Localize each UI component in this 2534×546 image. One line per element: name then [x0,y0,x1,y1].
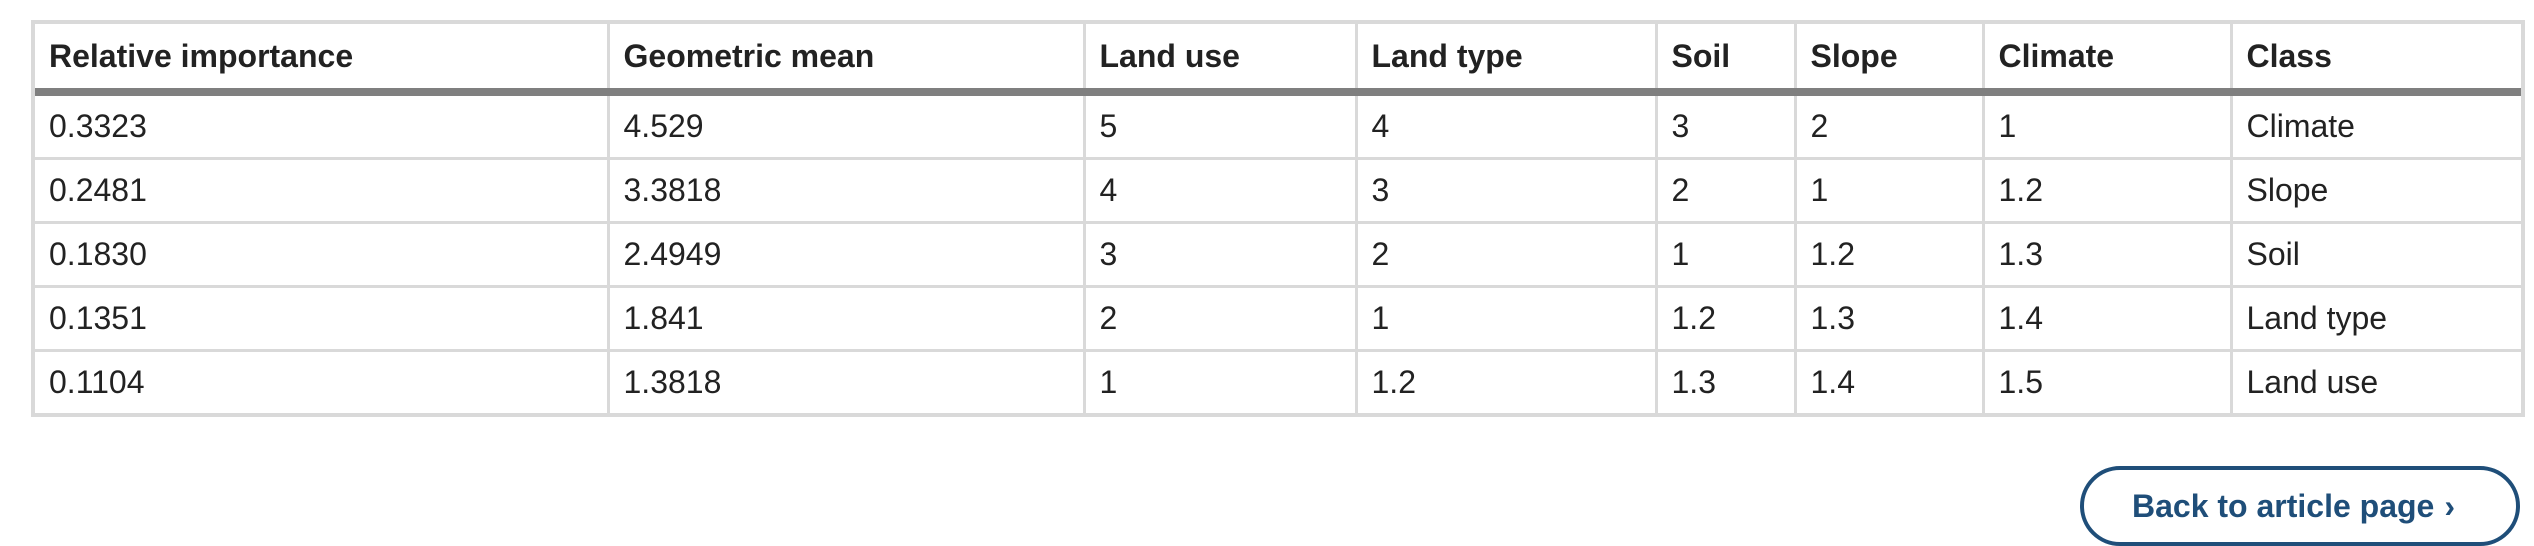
table-cell: 3 [1354,157,1656,223]
table-cell: 1.2 [1981,157,2231,223]
table-row: 0.1351 1.841 2 1 1.2 1.3 1.4 Land type [35,285,2521,351]
table-cell: 1 [1793,157,1983,223]
table-cell: Slope [2229,157,2521,223]
table-cell: 1 [1354,285,1656,351]
table-cell: 0.1351 [35,285,608,351]
table-row: 0.3323 4.529 5 4 3 2 1 Climate [35,92,2521,159]
table-row: 0.2481 3.3818 4 3 2 1 1.2 Slope [35,157,2521,223]
table-cell: 1.2 [1793,221,1983,287]
table-row: 0.1104 1.3818 1 1.2 1.3 1.4 1.5 Land use [35,349,2521,413]
table-cell: 1.4 [1981,285,2231,351]
table-cell: 2 [1082,285,1356,351]
table-cell: 2.4949 [606,221,1084,287]
data-table: Relative importance Geometric mean Land … [35,24,2521,413]
table-cell: Soil [2229,221,2521,287]
table-cell: 3 [1082,221,1356,287]
table-cell: Land use [2229,349,2521,413]
table-cell: 4.529 [606,92,1084,159]
table-cell: 1 [1981,92,2231,159]
table-cell: 2 [1654,157,1795,223]
data-table-container: Relative importance Geometric mean Land … [31,20,2525,417]
back-to-article-button[interactable]: Back to article page › [2080,466,2520,546]
header-land-type: Land type [1354,24,1656,96]
table-cell: 1 [1654,221,1795,287]
table-cell: 1.4 [1793,349,1983,413]
table-cell: 0.2481 [35,157,608,223]
table-cell: 0.1830 [35,221,608,287]
chevron-right-icon: › [2444,488,2455,524]
table-cell: 4 [1354,92,1656,159]
table-cell: 0.3323 [49,108,147,144]
table-cell: 3 [1654,92,1795,159]
table-cell: 3.3818 [606,157,1084,223]
table-cell: 1.2 [1654,285,1795,351]
header-climate: Climate [1981,24,2231,96]
table-row: 0.1830 2.4949 3 2 1 1.2 1.3 Soil [35,221,2521,287]
table-cell: 1.3818 [606,349,1084,413]
table-cell: 1.2 [1354,349,1656,413]
table-cell: 4 [1082,157,1356,223]
table-cell: 1.841 [606,285,1084,351]
table-header-row: Relative importance Geometric mean Land … [35,24,2521,96]
table-cell: 1.5 [1981,349,2231,413]
header-slope: Slope [1793,24,1983,96]
table-cell: Land type [2229,285,2521,351]
header-soil: Soil [1654,24,1795,96]
table-cell: 2 [1354,221,1656,287]
table-cell: 1.3 [1654,349,1795,413]
table-cell: 5 [1082,92,1356,159]
header-geometric-mean: Geometric mean [606,24,1084,96]
header-land-use: Land use [1082,24,1356,96]
table-cell: Climate [2229,92,2521,159]
table-cell: 0.1104 [35,349,608,413]
back-to-article-label: Back to article page [2132,488,2435,524]
table-cell: 1.3 [1981,221,2231,287]
table-cell: 1.3 [1793,285,1983,351]
table-cell: 2 [1793,92,1983,159]
table-cell: 1 [1082,349,1356,413]
header-relative-importance: Relative importance [35,24,608,96]
header-class: Class [2229,24,2521,96]
